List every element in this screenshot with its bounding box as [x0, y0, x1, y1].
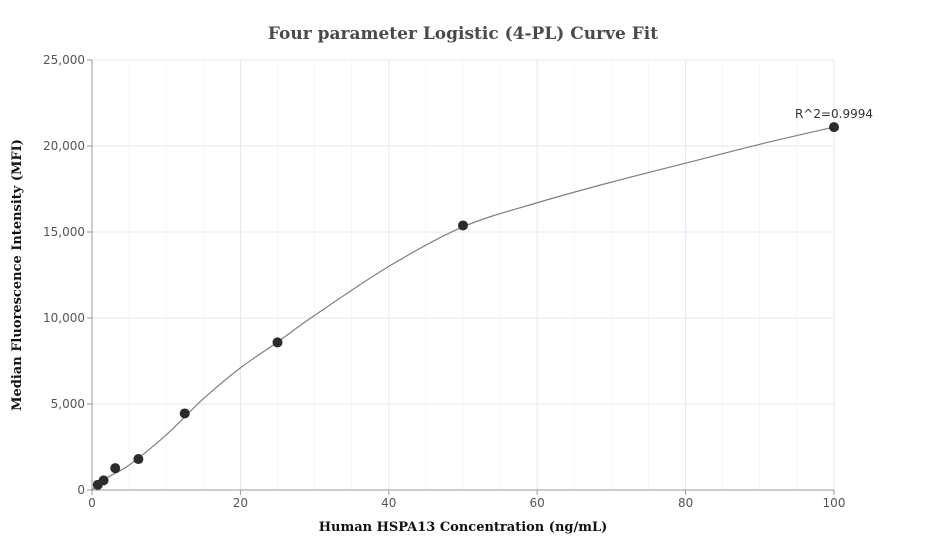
x-tick-label: 20 [233, 496, 248, 510]
data-point [110, 463, 121, 474]
data-point [829, 122, 839, 133]
y-tick-label: 5,000 [51, 397, 85, 411]
data-point [272, 337, 283, 348]
y-axis-title: Median Fluorescence Intensity (MFI) [10, 139, 25, 411]
x-tick-label: 40 [381, 496, 396, 510]
fit-curve [91, 126, 835, 491]
x-tick-label: 0 [88, 496, 96, 510]
tick-labels: 0 5,000 10,000 15,000 20,000 25,000 0 20 40 60 80 1… [43, 53, 845, 510]
chart-title: Four parameter Logistic (4-PL) Curve Fit [268, 24, 658, 44]
grid [91, 59, 835, 490]
y-tick-label: 10,000 [43, 311, 85, 325]
data-point [133, 454, 144, 465]
y-tick-label: 15,000 [43, 225, 85, 239]
fit-curve-layer [91, 126, 835, 491]
y-tick-label: 0 [77, 483, 85, 497]
y-tick-label: 20,000 [43, 139, 85, 153]
x-axis-title: Human HSPA13 Concentration (ng/mL) [319, 520, 608, 535]
r-squared-annotation: R^2=0.9994 [795, 107, 873, 121]
data-point [458, 220, 468, 231]
y-tick-label: 25,000 [43, 53, 85, 67]
x-tick-label: 80 [678, 496, 693, 510]
axes [87, 59, 835, 495]
data-points [92, 122, 839, 490]
data-point [98, 475, 109, 486]
data-point [179, 408, 190, 419]
x-tick-label: 100 [823, 496, 846, 510]
x-tick-label: 60 [530, 496, 545, 510]
